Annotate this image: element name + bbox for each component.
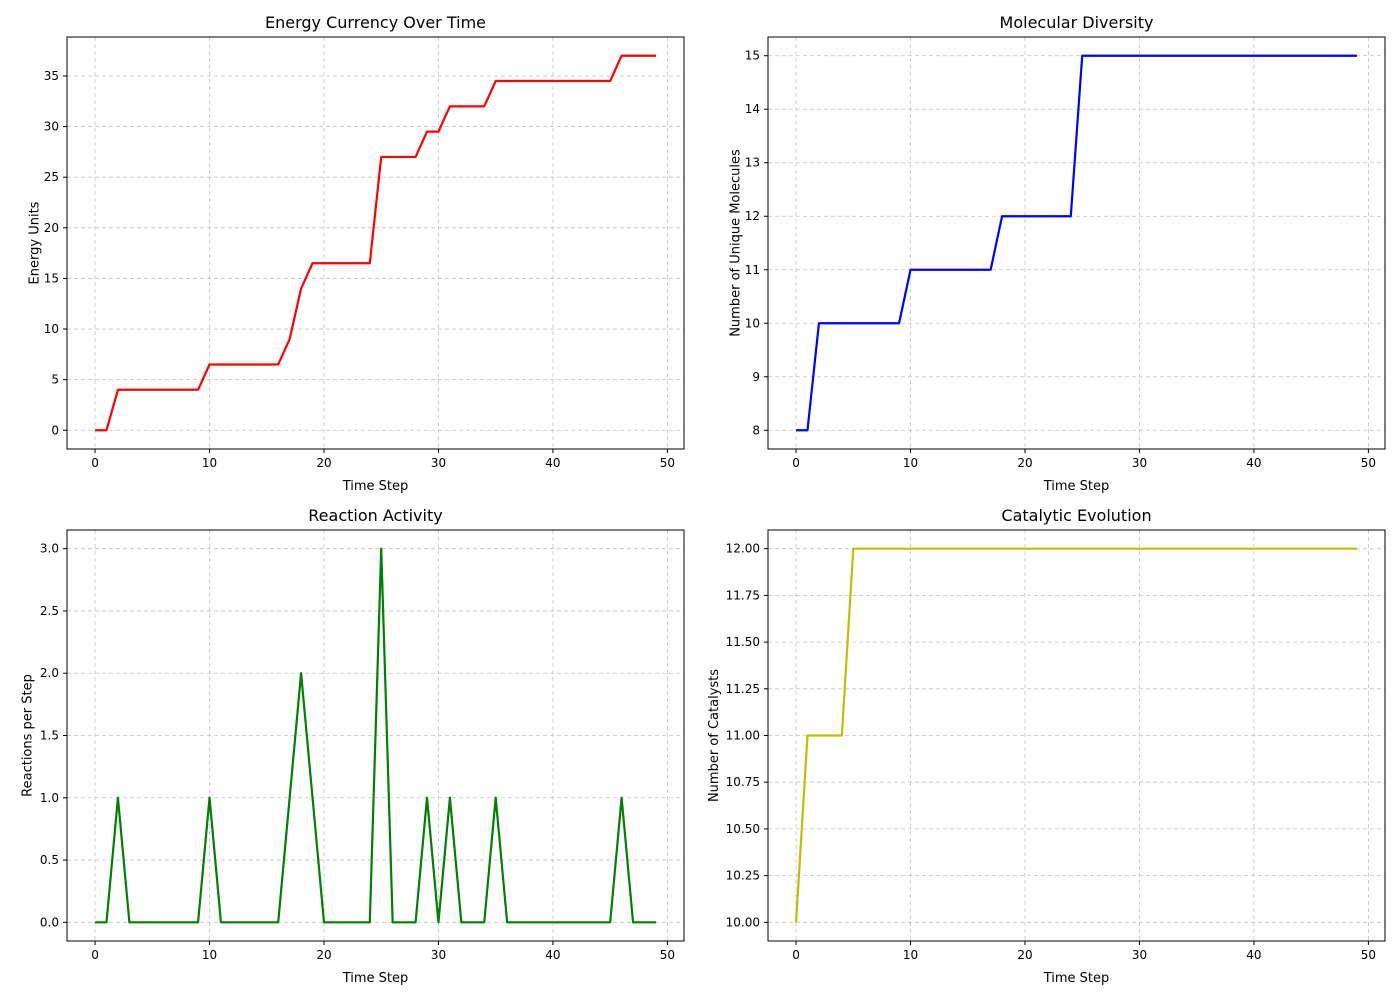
y-tick-label: 2.0 — [40, 666, 59, 680]
x-tick-label: 10 — [202, 948, 217, 962]
y-tick-label: 11.50 — [726, 635, 760, 649]
chart-title: Molecular Diversity — [1000, 13, 1154, 32]
y-axis-label: Number of Unique Molecules — [729, 149, 744, 337]
y-tick-label: 11.25 — [726, 682, 760, 696]
x-tick-label: 40 — [1246, 456, 1261, 470]
x-tick-label: 30 — [431, 456, 446, 470]
x-tick-label: 0 — [792, 948, 800, 962]
x-tick-label: 30 — [1132, 456, 1147, 470]
y-tick-label: 3.0 — [40, 542, 59, 556]
y-tick-label: 30 — [44, 120, 59, 134]
chart-title: Catalytic Evolution — [1001, 506, 1151, 525]
y-tick-label: 5 — [51, 373, 59, 387]
y-tick-label: 10.75 — [726, 775, 760, 789]
y-tick-label: 10.50 — [726, 822, 760, 836]
x-tick-label: 20 — [1017, 948, 1032, 962]
y-tick-label: 12.00 — [726, 542, 760, 556]
chart-title: Energy Currency Over Time — [265, 13, 486, 32]
y-tick-label: 1.5 — [40, 729, 59, 743]
series-line — [794, 547, 1357, 923]
y-tick-label: 0.5 — [40, 853, 59, 867]
y-tick-label: 25 — [44, 170, 59, 184]
y-tick-label: 13 — [745, 156, 760, 170]
y-tick-label: 0 — [51, 423, 59, 437]
y-tick-label: 10.00 — [726, 915, 760, 929]
chart-panel-4: 0 10 20 30 40 50 10.00 10.25 10.50 10.75 11.00 11.2… — [707, 506, 1386, 986]
x-tick-label: 0 — [91, 456, 99, 470]
y-tick-label: 20 — [44, 221, 59, 235]
chart-title: Reaction Activity — [308, 506, 442, 525]
x-axis-label: Time Step — [1043, 971, 1110, 986]
x-tick-label: 50 — [660, 456, 675, 470]
y-tick-label: 0.0 — [40, 915, 59, 929]
x-axis-label: Time Step — [342, 479, 409, 494]
y-tick-label: 15 — [745, 49, 760, 63]
x-tick-label: 50 — [1361, 948, 1376, 962]
plot-area-frame — [66, 36, 685, 450]
y-tick-label: 12 — [745, 209, 760, 223]
y-tick-label: 11.75 — [726, 588, 760, 602]
y-tick-label: 15 — [44, 271, 59, 285]
x-tick-label: 10 — [202, 456, 217, 470]
x-tick-label: 50 — [660, 948, 675, 962]
x-tick-label: 20 — [316, 948, 331, 962]
y-tick-label: 11 — [745, 263, 760, 277]
series-line — [95, 54, 656, 432]
chart-panel-2: 0 10 20 30 40 50 8 9 10 11 12 13 14 15 Molecular Diver… — [729, 13, 1386, 494]
x-tick-label: 10 — [903, 948, 918, 962]
x-tick-label: 40 — [545, 456, 560, 470]
y-tick-label: 10.25 — [726, 869, 760, 883]
y-tick-label: 14 — [745, 102, 760, 116]
x-tick-label: 0 — [792, 456, 800, 470]
y-tick-label: 8 — [752, 423, 760, 437]
x-tick-label: 40 — [1246, 948, 1261, 962]
x-tick-label: 50 — [1361, 456, 1376, 470]
x-tick-label: 30 — [1132, 948, 1147, 962]
chart-panel-1: 0 10 20 30 40 50 0 5 10 15 20 25 30 35 Energy Currency… — [28, 13, 685, 494]
series-line — [796, 54, 1357, 432]
y-axis-label: Reactions per Step — [20, 674, 35, 797]
y-tick-label: 10 — [745, 316, 760, 330]
y-tick-label: 35 — [44, 69, 59, 83]
x-tick-label: 20 — [1017, 456, 1032, 470]
y-axis-label: Energy Units — [28, 201, 43, 284]
x-tick-label: 20 — [316, 456, 331, 470]
chart-panel-3: 0 10 20 30 40 50 0.0 0.5 1.0 1.5 2.0 2.5 3.0 Reaction… — [20, 506, 685, 986]
x-tick-label: 30 — [431, 948, 446, 962]
y-tick-label: 10 — [44, 322, 59, 336]
x-axis-label: Time Step — [1043, 479, 1110, 494]
series-line — [95, 547, 656, 924]
y-tick-label: 1.0 — [40, 791, 59, 805]
y-axis-label: Number of Catalysts — [707, 669, 722, 802]
y-tick-label: 11.00 — [726, 729, 760, 743]
x-tick-label: 40 — [545, 948, 560, 962]
x-axis-label: Time Step — [342, 971, 409, 986]
plot-area-frame — [767, 36, 1386, 450]
y-tick-label: 2.5 — [40, 604, 59, 618]
y-tick-label: 9 — [752, 370, 760, 384]
x-tick-label: 10 — [903, 456, 918, 470]
x-tick-label: 0 — [91, 948, 99, 962]
